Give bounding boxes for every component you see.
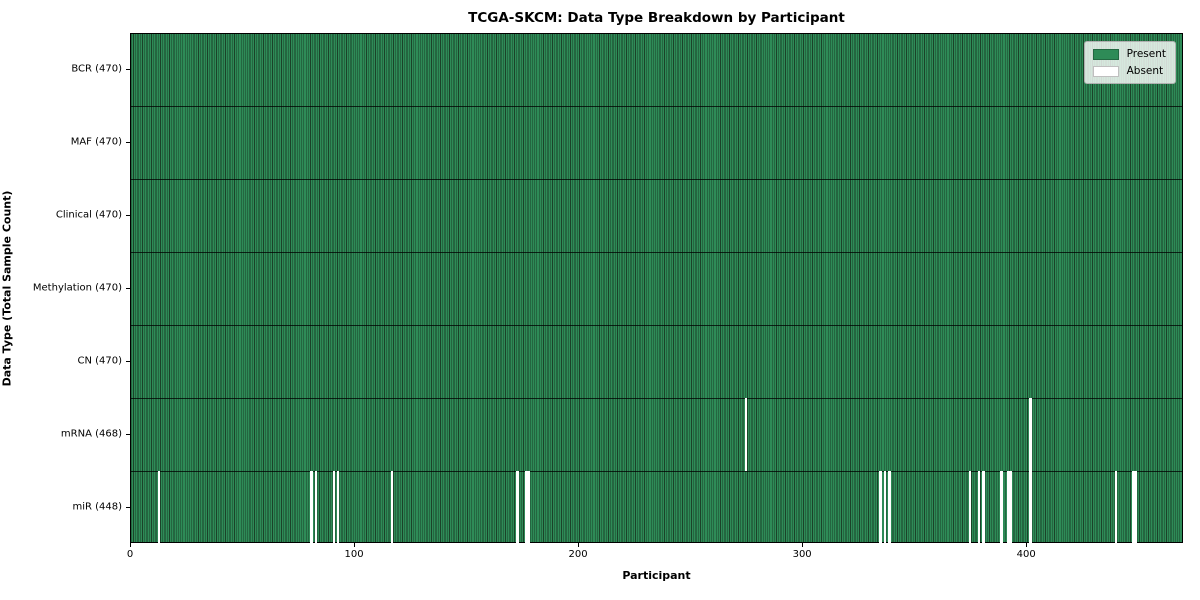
chart-title: TCGA-SKCM: Data Type Breakdown by Partic…	[468, 10, 845, 26]
x-tick-label-0: 0	[126, 549, 134, 560]
legend-label: Absent	[1126, 65, 1164, 77]
row-separator	[131, 470, 1182, 472]
absent-stripe-miR-391	[1007, 471, 1010, 544]
absent-stripe-miR-90	[332, 471, 335, 544]
absent-stripe-miR-447	[1132, 471, 1135, 544]
row-separator	[131, 252, 1182, 254]
legend-item-present: Present	[1092, 48, 1166, 60]
absent-stripe-miR-80	[310, 471, 313, 544]
x-tick-label-100: 100	[344, 549, 364, 560]
absent-stripe-miR-177	[527, 471, 530, 544]
absent-stripe-miR-82	[314, 471, 318, 544]
y-tick-label-miR: miR (448)	[72, 501, 122, 513]
absent-stripe-miR-392	[1009, 471, 1012, 544]
row-separator	[131, 179, 1182, 181]
absent-stripe-miR-380	[982, 471, 985, 544]
y-tick-mark	[126, 506, 130, 508]
y-tick-mark	[126, 215, 130, 217]
absent-stripe-miR-378	[977, 471, 981, 544]
plot-area: Present Absent	[130, 33, 1183, 544]
absent-stripe-miR-172	[516, 471, 519, 544]
y-tick-mark	[126, 360, 130, 362]
x-tick-mark	[1026, 543, 1028, 547]
absent-stripe-miR-334	[879, 471, 882, 544]
x-tick-label-400: 400	[1016, 549, 1036, 560]
y-tick-mark	[126, 142, 130, 144]
y-tick-label-mRNA: mRNA (468)	[60, 428, 122, 440]
y-tick-mark	[126, 288, 130, 289]
legend-item-absent: Absent	[1092, 65, 1166, 77]
absent-stripe-miR-388	[1000, 471, 1003, 544]
x-tick-mark	[354, 543, 356, 547]
y-tick-label-Clinical: Clinical (470)	[55, 209, 122, 221]
absent-stripe-mRNA-274	[744, 398, 748, 472]
absent-stripe-miR-176	[525, 471, 528, 544]
absent-stripe-miR-336	[883, 471, 887, 544]
y-tick-mark	[126, 69, 130, 71]
absent-stripe-mRNA-401	[1029, 398, 1032, 472]
absent-stripe-miR-439	[1114, 471, 1117, 544]
absent-stripe-miR-401	[1029, 471, 1032, 544]
y-tick-mark	[126, 433, 130, 435]
absent-stripe-miR-116	[390, 471, 394, 544]
absent-stripe-miR-12	[157, 471, 161, 544]
absent-stripe-miR-374	[968, 471, 972, 544]
x-axis-label: Participant	[622, 569, 691, 582]
legend: Present Absent	[1083, 41, 1176, 84]
x-tick-mark	[578, 543, 580, 547]
legend-swatch-absent	[1092, 65, 1119, 77]
x-tick-label-300: 300	[792, 549, 812, 560]
row-separator	[131, 397, 1182, 399]
legend-label: Present	[1126, 48, 1166, 60]
absent-stripe-miR-448	[1134, 471, 1138, 544]
absent-stripe-miR-92	[337, 471, 340, 544]
absent-stripe-miR-338	[888, 471, 891, 544]
y-tick-label-BCR: BCR (470)	[71, 63, 122, 75]
x-tick-mark	[802, 543, 804, 547]
y-tick-label-CN: CN (470)	[77, 355, 122, 367]
x-tick-label-200: 200	[568, 549, 588, 560]
legend-swatch-present	[1092, 48, 1119, 60]
y-tick-label-Methylation: Methylation (470)	[32, 282, 122, 294]
row-separator	[131, 106, 1182, 108]
row-separator	[131, 324, 1182, 326]
x-tick-mark	[130, 543, 131, 547]
y-tick-label-MAF: MAF (470)	[70, 136, 122, 148]
